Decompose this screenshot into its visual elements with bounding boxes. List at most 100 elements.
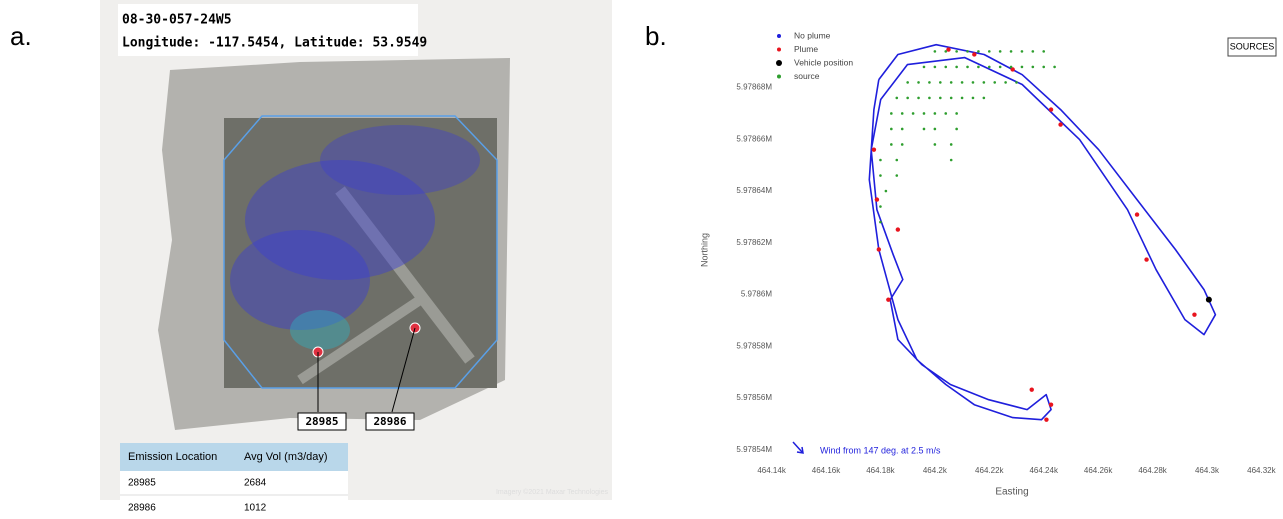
point [1032, 66, 1035, 69]
point [901, 128, 904, 131]
point [923, 112, 926, 115]
point [939, 97, 942, 100]
point [1206, 297, 1212, 303]
point [879, 174, 882, 177]
point [1010, 50, 1013, 53]
legend-label: Plume [794, 44, 818, 54]
point [917, 81, 920, 84]
point [934, 66, 937, 69]
point [1049, 402, 1053, 406]
point [955, 50, 958, 53]
point [934, 128, 937, 131]
table-cell: 2684 [244, 478, 267, 489]
legend-marker [777, 34, 781, 38]
point [983, 97, 986, 100]
point [955, 66, 958, 69]
point [1044, 417, 1048, 421]
panel-label: a. [10, 21, 32, 51]
plume-cloud [290, 310, 350, 350]
point [923, 128, 926, 131]
point [928, 97, 931, 100]
x-tick-label: 464.16k [812, 466, 841, 475]
point [988, 50, 991, 53]
y-tick-label: 5.97858M [736, 341, 772, 350]
legend-marker [777, 48, 781, 52]
point [912, 112, 915, 115]
point [966, 50, 969, 53]
point [961, 81, 964, 84]
sources-button-label[interactable]: SOURCES [1230, 41, 1275, 51]
point [988, 66, 991, 69]
point [944, 112, 947, 115]
table-cell: 1012 [244, 503, 267, 514]
point [885, 190, 888, 193]
point [1192, 312, 1196, 316]
x-tick-label: 464.3k [1195, 466, 1220, 475]
point [1058, 122, 1062, 126]
point [886, 297, 890, 301]
point [895, 174, 898, 177]
legend-label: No plume [794, 30, 831, 40]
point [1032, 50, 1035, 53]
table-header-cell: Avg Vol (m3/day) [244, 451, 328, 463]
point [1042, 50, 1045, 53]
point [1144, 257, 1148, 261]
point [944, 66, 947, 69]
point [950, 143, 953, 146]
table-header-cell: Emission Location [128, 451, 217, 463]
point [879, 159, 882, 162]
legend-label: source [794, 71, 820, 81]
point [877, 247, 881, 251]
point [950, 81, 953, 84]
x-tick-label: 464.32k [1247, 466, 1276, 475]
point [906, 81, 909, 84]
x-tick-label: 464.2k [923, 466, 948, 475]
well-id: 08-30-057-24W5 [122, 13, 232, 28]
point [1030, 387, 1034, 391]
point [890, 112, 893, 115]
point [972, 52, 976, 56]
y-tick-label: 5.97864M [736, 186, 772, 195]
legend-marker [776, 60, 782, 66]
point [955, 128, 958, 131]
point [917, 97, 920, 100]
point [993, 81, 996, 84]
attribution: Imagery ©2021 Maxar Technologies [496, 488, 609, 496]
point [1021, 50, 1024, 53]
table-cell: 28986 [128, 503, 156, 514]
legend-marker [777, 75, 781, 79]
point [934, 112, 937, 115]
marker-label: 28985 [305, 415, 338, 428]
point [895, 159, 898, 162]
point [961, 97, 964, 100]
point [928, 81, 931, 84]
point [901, 112, 904, 115]
coordinates: Longitude: -117.5454, Latitude: 53.9549 [122, 36, 427, 51]
x-tick-label: 464.14k [757, 466, 786, 475]
x-tick-label: 464.24k [1029, 466, 1058, 475]
point [1135, 212, 1139, 216]
y-tick-label: 5.97866M [736, 134, 772, 143]
y-axis-label: Northing [699, 233, 709, 267]
point [1015, 81, 1018, 84]
point [906, 97, 909, 100]
point [879, 221, 882, 224]
point [1053, 66, 1056, 69]
track-line [869, 45, 1215, 420]
point [939, 81, 942, 84]
point [934, 50, 937, 53]
y-tick-label: 5.97868M [736, 83, 772, 92]
point [966, 66, 969, 69]
panel-b: b. SOURCES [645, 21, 1276, 56]
point [875, 197, 879, 201]
point [972, 81, 975, 84]
point [977, 50, 980, 53]
point [879, 205, 882, 208]
wind-arrow [793, 442, 802, 452]
point [872, 147, 876, 151]
x-tick-label: 464.28k [1138, 466, 1167, 475]
y-tick-label: 5.97856M [736, 393, 772, 402]
marker-label: 28986 [373, 415, 406, 428]
point [1049, 107, 1053, 111]
point [1042, 66, 1045, 69]
